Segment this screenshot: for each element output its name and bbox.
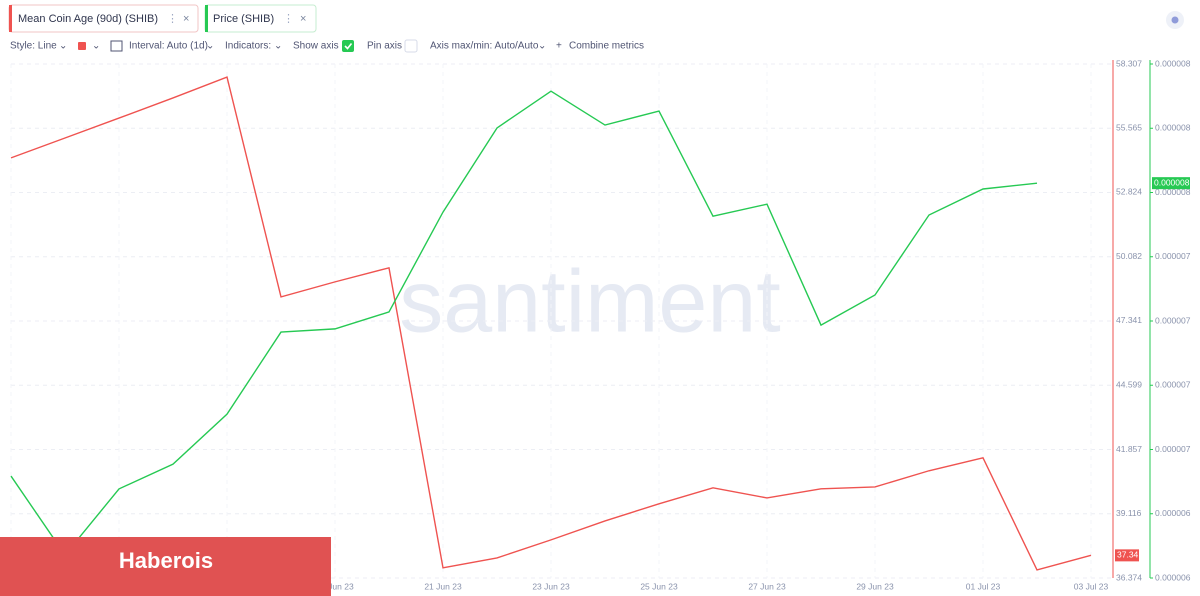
indicators-select[interactable]: Indicators:	[225, 41, 271, 52]
check	[344, 43, 353, 50]
y-tick-label: 44.599	[1116, 379, 1142, 389]
x-tick-label: 03 Jul 23	[1074, 581, 1109, 591]
show-axis-checkbox[interactable]	[342, 40, 354, 52]
chevron: ⌄	[92, 41, 100, 52]
x-tick-label: 29 Jun 23	[856, 581, 894, 591]
y-tick-label: 52.824	[1116, 187, 1142, 197]
y-tick-label: 50.082	[1116, 251, 1142, 261]
y2-tick-label: 0.000007	[1155, 251, 1191, 261]
watermark: santiment	[399, 251, 781, 350]
y2-tick-label: 0.000007	[1155, 444, 1191, 454]
x-tick-label: 23 Jun 23	[532, 581, 570, 591]
chip-label: Price (SHIB)	[213, 13, 274, 25]
last-value-badge	[1152, 177, 1190, 190]
last-value-badge	[1115, 549, 1139, 562]
x-tick-label: 25 Jun 23	[640, 581, 678, 591]
chevron: ⌄	[274, 41, 282, 52]
overlay-banner	[0, 537, 331, 596]
series-line	[10, 76, 1092, 571]
chip-menu[interactable]: ⋮	[167, 13, 178, 25]
show-axis-label[interactable]: Show axis	[293, 41, 339, 52]
y-tick-label: 55.565	[1116, 123, 1142, 133]
x-tick-label: 01 Jul 23	[966, 581, 1001, 591]
chevron: ⌄	[59, 41, 67, 52]
chevron: ⌄	[206, 41, 214, 52]
y2-tick-label: 0.000007	[1155, 315, 1191, 325]
y-tick-label: 58.307	[1116, 58, 1142, 68]
plus-icon: +	[556, 41, 562, 52]
series-line	[10, 90, 1038, 557]
y-tick-label: 36.374	[1116, 572, 1142, 582]
y-tick-label: 41.857	[1116, 444, 1142, 454]
chip-close[interactable]: ×	[183, 13, 189, 25]
pin-axis-label[interactable]: Pin axis	[367, 41, 402, 52]
pin-axis-checkbox[interactable]	[404, 39, 418, 53]
y2-tick-label: 0.000008	[1155, 187, 1191, 197]
x-tick-label: 27 Jun 23	[748, 581, 786, 591]
chip-accent	[205, 5, 208, 32]
x-tick-label: 21 Jun 23	[424, 581, 462, 591]
overlay-label: Haberois	[119, 548, 213, 573]
interval-select[interactable]: Interval: Auto (1d)	[129, 41, 208, 52]
chip-menu[interactable]: ⋮	[283, 13, 294, 25]
y2-tick-label: 0.000006	[1155, 572, 1191, 582]
combine-metrics[interactable]: Combine metrics	[569, 41, 644, 52]
chevron: ⌄	[538, 41, 546, 52]
last-value-label: 0.000008	[1154, 177, 1190, 187]
last-value-label: 37.34	[1117, 550, 1139, 560]
settings-icon	[1171, 16, 1179, 24]
interval-icon	[110, 40, 123, 52]
y2-tick-label: 0.000006	[1155, 508, 1191, 518]
y-tick-label: 47.341	[1116, 315, 1142, 325]
y2-tick-label: 0.000007	[1155, 380, 1191, 390]
chip-accent	[9, 5, 12, 32]
color-picker[interactable]	[78, 42, 86, 50]
axis-range-select[interactable]: Axis max/min: Auto/Auto	[430, 41, 539, 52]
style-select[interactable]: Style: Line	[10, 41, 57, 52]
x-tick-label: 19 Jun 23	[316, 581, 354, 591]
chip-label: Mean Coin Age (90d) (SHIB)	[18, 13, 158, 25]
y2-tick-label: 0.000008	[1155, 58, 1191, 68]
y2-tick-label: 0.000008	[1155, 123, 1191, 133]
chip-close[interactable]: ×	[300, 13, 306, 25]
y-tick-label: 39.116	[1116, 508, 1142, 518]
